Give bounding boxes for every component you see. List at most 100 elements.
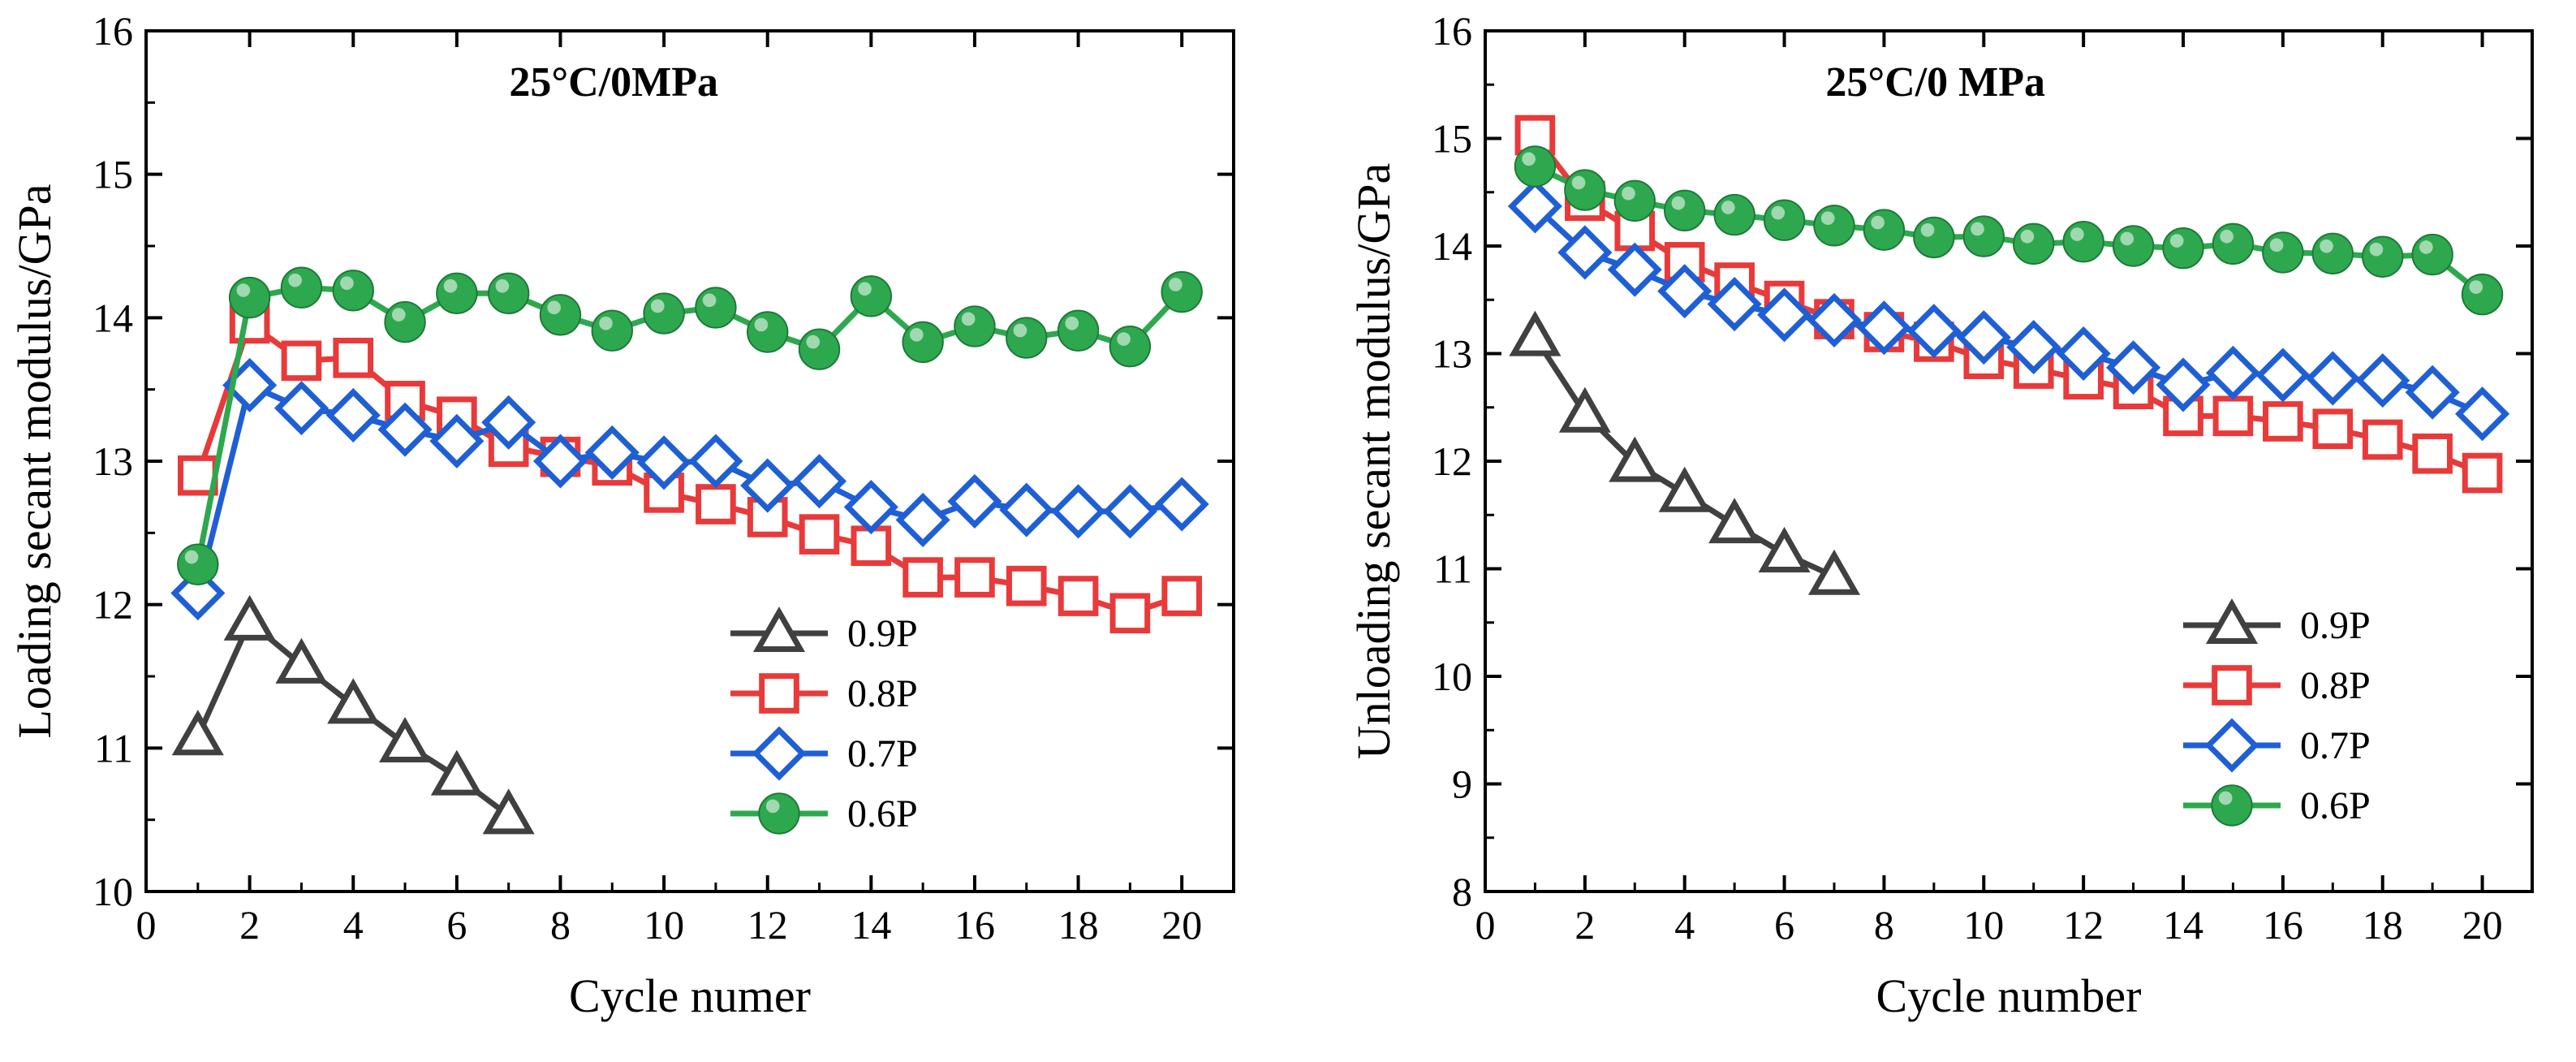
data-point	[481, 395, 536, 450]
data-point	[1658, 466, 1711, 512]
data-point	[436, 272, 478, 314]
data-point	[1514, 145, 1557, 188]
data-point	[954, 305, 996, 348]
data-point	[487, 272, 530, 314]
y-tick-label: 10	[1432, 654, 1472, 699]
data-point	[2462, 452, 2503, 494]
data-point	[799, 514, 840, 555]
marker-highlight	[2070, 227, 2084, 241]
data-point	[747, 311, 789, 353]
data-point	[1707, 277, 1762, 332]
series-0.6P	[177, 266, 1203, 585]
y-tick-label: 13	[1432, 331, 1472, 377]
data-point	[2255, 348, 2311, 403]
x-tick-label: 10	[1963, 902, 2004, 948]
legend-label: 0.9P	[847, 612, 918, 655]
data-point	[430, 749, 483, 796]
marker-highlight	[391, 308, 406, 322]
marker-highlight	[1622, 186, 1635, 201]
series-0.6P	[1514, 145, 2504, 316]
data-point	[2362, 235, 2404, 278]
data-point	[332, 270, 374, 312]
data-point	[2355, 353, 2410, 408]
legend-marker	[758, 792, 800, 835]
data-point	[384, 300, 426, 343]
data-point	[695, 287, 737, 329]
marker-highlight	[765, 799, 780, 814]
y-tick-label: 10	[93, 869, 133, 914]
legend: 0.9P 0.8P 0.7P 0.6P	[730, 606, 918, 835]
data-point	[2305, 351, 2360, 406]
legend-marker	[752, 726, 807, 781]
data-point	[1708, 498, 1761, 544]
data-point	[791, 454, 847, 509]
data-point	[2156, 357, 2211, 412]
data-point	[591, 309, 633, 352]
data-point	[2112, 225, 2155, 267]
data-point	[2412, 433, 2453, 474]
data-point	[1906, 304, 1962, 359]
marker-highlight	[184, 550, 199, 564]
y-tick-label: 15	[93, 152, 133, 197]
series-0.8P	[177, 303, 1203, 634]
data-point	[1006, 317, 1048, 359]
data-point	[2311, 232, 2354, 274]
x-tick-label: 2	[1574, 902, 1595, 948]
marker-highlight	[2120, 231, 2134, 246]
y-tick-label: 12	[1432, 438, 1472, 484]
x-tick-label: 8	[1874, 902, 1894, 948]
series-0.7P	[1507, 179, 2510, 442]
x-tick-label: 4	[343, 902, 364, 948]
y-tick-label: 14	[93, 295, 133, 340]
data-point	[2263, 401, 2303, 442]
data-point	[1962, 215, 2005, 257]
y-tick-label: 14	[1432, 223, 1472, 269]
data-point	[1051, 484, 1106, 539]
data-point	[333, 337, 374, 378]
data-point	[902, 557, 943, 598]
marker-highlight	[495, 278, 510, 293]
data-point	[1856, 300, 1911, 356]
chart-panel-2: 0 2 4 6 8 10 12 14 16 18 20 8 9 10 11 12 13 14 15 16 Cycle n…	[1347, 8, 2534, 1022]
data-point	[1763, 199, 1806, 241]
data-point	[325, 387, 381, 443]
data-point	[1102, 484, 1157, 539]
data-point	[1713, 193, 1755, 236]
data-point	[2062, 221, 2104, 263]
data-point	[1607, 242, 1662, 297]
series-0.8P	[1514, 114, 2503, 494]
data-point	[281, 340, 322, 382]
data-point	[1863, 209, 1906, 251]
marker-highlight	[650, 299, 665, 313]
data-point	[1956, 310, 2011, 365]
data-point	[532, 434, 588, 489]
x-tick-label: 10	[644, 902, 684, 948]
legend-label: 0.9P	[2300, 604, 2371, 647]
marker-highlight	[2320, 239, 2333, 253]
data-point	[228, 276, 271, 319]
x-tick-label: 0	[1475, 902, 1496, 948]
data-point	[274, 381, 329, 436]
panel-title: 25°C/0 MPa	[1825, 59, 2045, 106]
x-tick-label: 18	[1058, 902, 1099, 948]
x-tick-label: 2	[239, 902, 260, 948]
data-point	[1161, 270, 1203, 313]
data-point	[379, 716, 432, 763]
marker-highlight	[288, 273, 302, 287]
x-tick-label: 12	[2063, 902, 2104, 948]
legend-marker	[2212, 665, 2252, 706]
y-tick-label: 15	[1432, 116, 1472, 162]
data-point	[954, 557, 995, 598]
data-point	[280, 266, 323, 309]
data-point	[2006, 320, 2061, 375]
data-point	[2056, 326, 2111, 382]
marker-highlight	[340, 276, 354, 290]
data-point	[2362, 419, 2403, 460]
marker-highlight	[2220, 229, 2234, 244]
y-tick-label: 16	[93, 8, 133, 54]
marker-highlight	[910, 327, 924, 342]
y-axis-title: Loading secant modulus/GPa	[8, 183, 61, 738]
data-point	[1657, 264, 1712, 319]
data-point	[2162, 227, 2204, 270]
